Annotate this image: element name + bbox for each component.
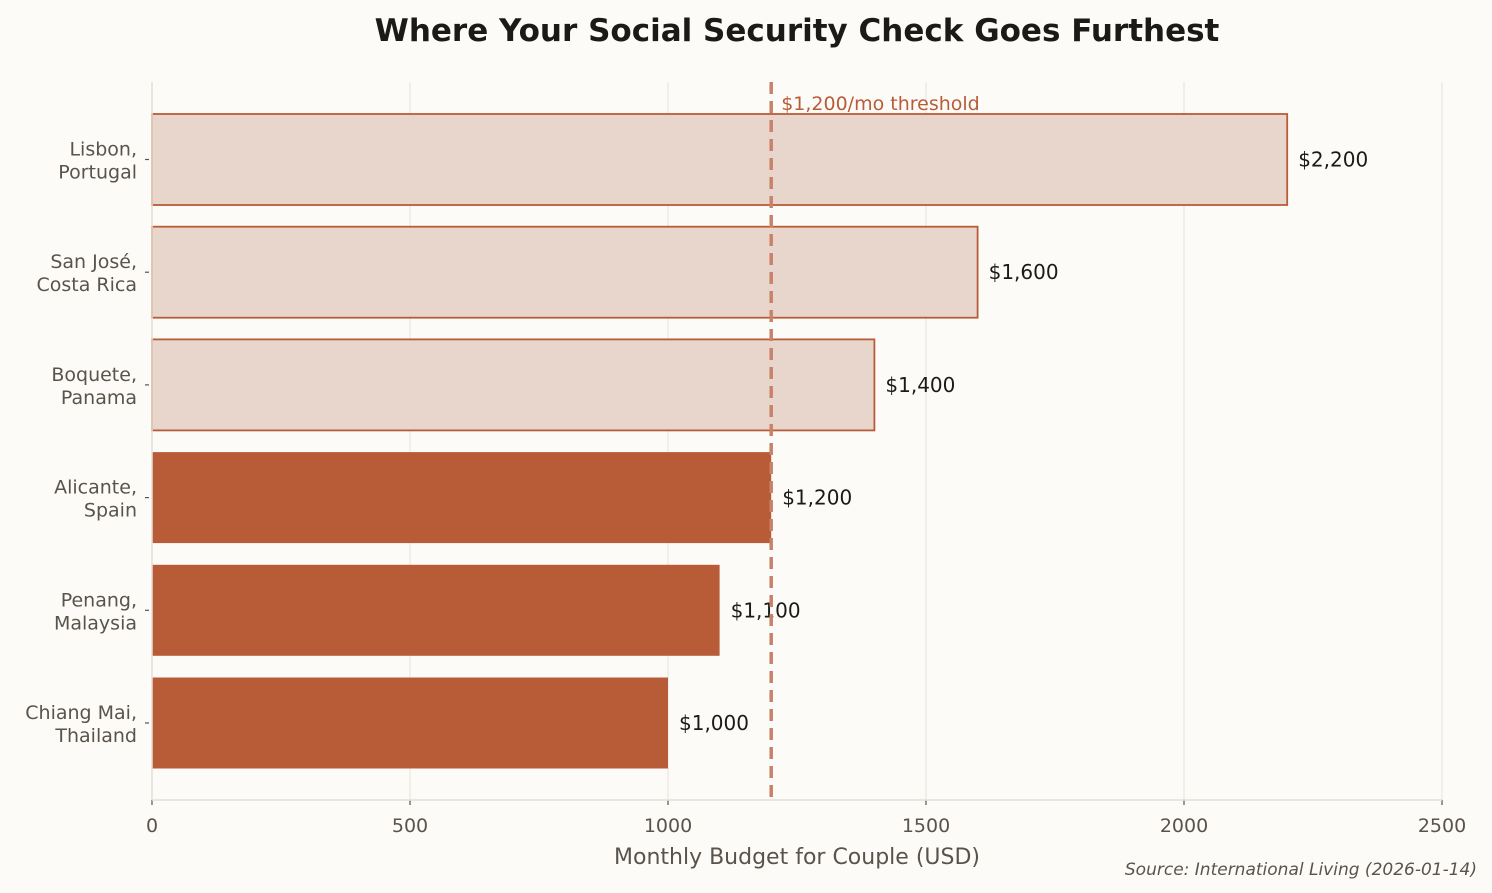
y-tick-label-line: Chiang Mai, [25,702,137,724]
y-tick-label: Lisbon, Portugal [58,139,137,184]
y-tick-label-line: Boquete, [51,364,137,386]
y-tick-label-line: Alicante, [54,477,137,499]
y-tick-label-line: Portugal [58,162,137,184]
bar [151,338,876,432]
y-tick-label-line: Penang, [61,589,137,611]
bar-value-label: $1,000 [679,711,749,735]
source-note: Source: International Living (2026-01-14… [1125,860,1477,880]
y-tick-label: Alicante, Spain [54,477,137,522]
y-tick-label-line: Malaysia [54,612,137,634]
x-tick-label: 2500 [1418,815,1466,837]
bar [152,564,720,656]
chart-title: Where Your Social Security Check Goes Fu… [375,13,1220,49]
x-tick-label: 1000 [644,815,692,837]
y-tick-label-line: Spain [84,500,137,522]
x-tick-label: 1500 [902,815,950,837]
threshold-label: $1,200/mo threshold [781,93,980,115]
y-tick-label-line: Costa Rica [37,274,138,296]
bar [152,677,668,769]
axes: 0 500 1000 1500 2000 2500 Lisbon, Portugal San J… [25,82,1466,837]
y-tick-label-line: Thailand [54,725,137,747]
x-axis-label: Monthly Budget for Couple (USD) [614,845,980,870]
y-tick-label-line: Panama [61,387,137,409]
bars: $2,200 $1,600 $1,400 $1,200 $1,100 $1,000 $1,2… [151,82,1368,800]
y-tick-label: San José, Costa Rica [37,251,138,296]
y-tick-label-line: Lisbon, [69,139,137,161]
y-tick-label-line: San José, [50,251,137,273]
y-tick-label: Penang, Malaysia [54,589,137,634]
bar-value-label: $2,200 [1298,148,1368,172]
bar [152,452,772,544]
x-tick-label: 2000 [1160,815,1208,837]
x-tick-label: 500 [392,815,428,837]
bar-value-label: $1,400 [885,373,955,397]
x-tick-label: 0 [146,815,158,837]
bar-value-label: $1,200 [782,486,852,510]
bar [151,225,979,319]
bar-value-label: $1,100 [731,598,801,622]
y-tick-label: Chiang Mai, Thailand [25,702,137,747]
y-tick-label: Boquete, Panama [51,364,137,409]
bar-value-label: $1,600 [989,260,1059,284]
bar [151,113,1289,206]
